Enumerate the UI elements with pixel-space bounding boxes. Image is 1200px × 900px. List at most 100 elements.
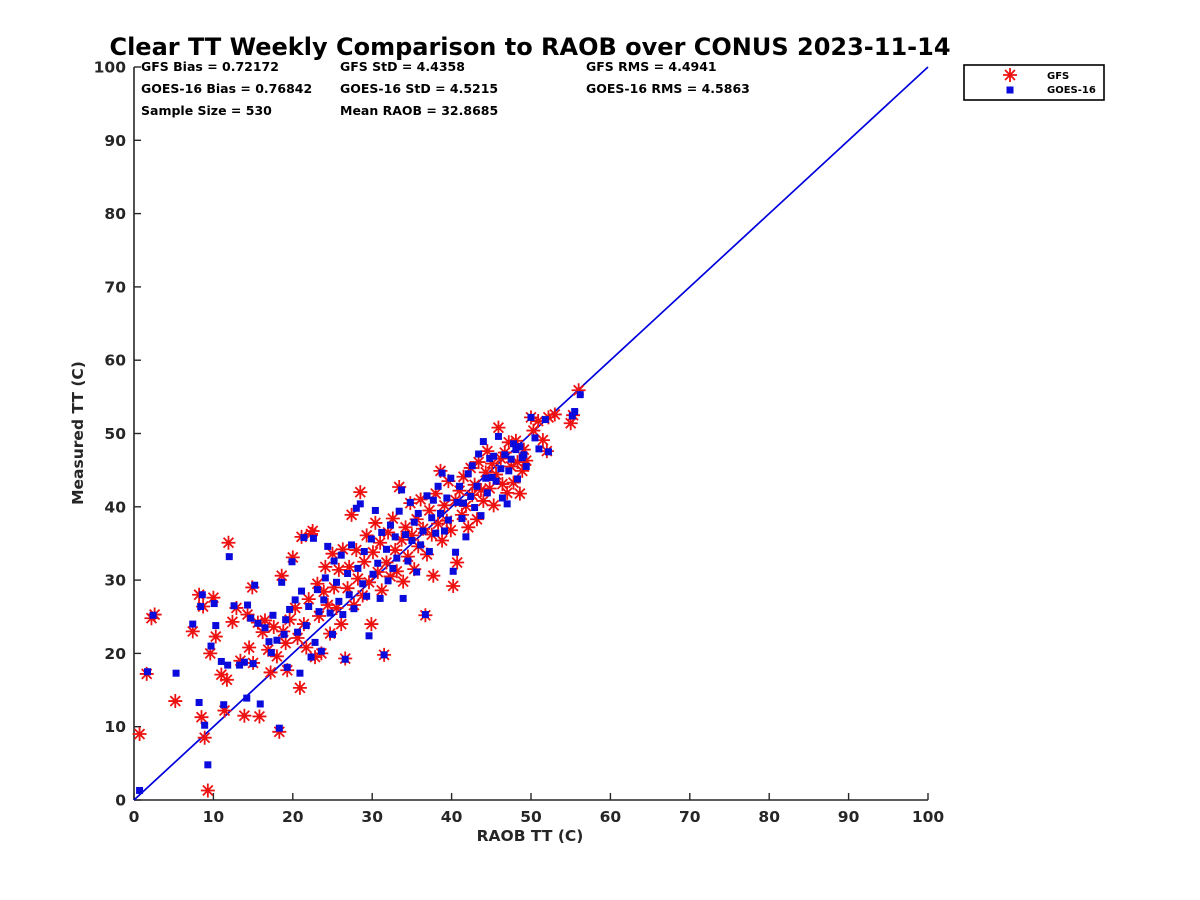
gfs-point-shape bbox=[446, 578, 461, 593]
gfs-point-shape bbox=[349, 543, 364, 558]
goes16-point bbox=[421, 611, 429, 619]
gfs-point-shape bbox=[290, 631, 305, 646]
gfs-point bbox=[272, 724, 287, 739]
gfs-point-shape bbox=[413, 492, 428, 507]
goes16-point bbox=[307, 653, 315, 661]
gfs-point bbox=[310, 576, 325, 591]
gfs-point bbox=[342, 559, 357, 574]
goes16-point bbox=[443, 494, 451, 502]
goes16-point bbox=[468, 462, 476, 470]
gfs-point-shape bbox=[221, 535, 236, 550]
gfs-point bbox=[344, 507, 359, 522]
gfs-point bbox=[435, 533, 450, 548]
goes16-point bbox=[363, 592, 371, 600]
gfs-point-shape bbox=[491, 420, 506, 435]
gfs-point bbox=[493, 451, 508, 466]
gfs-point bbox=[320, 598, 335, 613]
goes16-point bbox=[321, 574, 329, 582]
gfs-point bbox=[299, 640, 314, 655]
goes16-point bbox=[576, 391, 584, 399]
gfs-point bbox=[379, 555, 394, 570]
gfs-point bbox=[563, 416, 578, 431]
stat-goes-rms: GOES-16 RMS = 4.5863 bbox=[586, 81, 750, 96]
goes16-point bbox=[354, 564, 362, 572]
gfs-point-shape bbox=[318, 559, 333, 574]
gfs-point bbox=[263, 665, 278, 680]
gfs-point bbox=[240, 607, 255, 622]
goes16-point bbox=[490, 452, 498, 460]
goes16-point bbox=[359, 580, 367, 588]
gfs-point-shape bbox=[519, 453, 534, 468]
goes16-point bbox=[172, 669, 180, 677]
gfs-point-shape bbox=[335, 542, 350, 557]
stat-goes-bias: GOES-16 Bias = 0.76842 bbox=[141, 81, 312, 96]
goes16-point bbox=[207, 642, 215, 650]
goes16-point bbox=[265, 638, 273, 646]
goes16-point bbox=[464, 470, 472, 478]
goes16-point bbox=[309, 534, 317, 542]
gfs-point-shape bbox=[344, 507, 359, 522]
legend-goes16-label: GOES-16 bbox=[1047, 85, 1096, 96]
gfs-point-shape bbox=[500, 485, 515, 500]
legend-box bbox=[963, 64, 1105, 101]
legend: GFS GOES-16 bbox=[963, 64, 1105, 101]
gfs-point-shape bbox=[454, 507, 469, 522]
goes16-point bbox=[531, 434, 539, 442]
goes16-point bbox=[367, 535, 375, 543]
goes16-point bbox=[286, 605, 294, 613]
gfs-point-shape bbox=[396, 574, 411, 589]
gfs-point bbox=[357, 554, 372, 569]
goes16-point bbox=[356, 500, 364, 508]
gfs-point-shape bbox=[398, 520, 413, 535]
gfs-point-shape bbox=[258, 613, 273, 628]
goes16-point bbox=[494, 432, 502, 440]
goes16-point bbox=[339, 611, 347, 619]
gfs-point bbox=[340, 581, 355, 596]
goes16-point bbox=[544, 448, 552, 456]
gfs-point-shape bbox=[471, 455, 486, 470]
gfs-point-shape bbox=[240, 607, 255, 622]
gfs-point-shape bbox=[482, 481, 497, 496]
gfs-point-shape bbox=[547, 407, 562, 422]
goes16-point bbox=[195, 699, 203, 707]
gfs-point bbox=[519, 453, 534, 468]
goes16-point bbox=[283, 663, 291, 671]
gfs-point bbox=[242, 640, 257, 655]
gfs-point bbox=[510, 455, 525, 470]
x-axis-label: RAOB TT (C) bbox=[477, 827, 584, 845]
gfs-point-shape bbox=[197, 730, 212, 745]
goes16-point bbox=[204, 761, 212, 769]
goes16-point bbox=[324, 542, 332, 550]
gfs-point-shape bbox=[563, 416, 578, 431]
data-points bbox=[132, 383, 586, 798]
goes16-point bbox=[249, 660, 257, 668]
goes16-point bbox=[452, 548, 460, 556]
goes16-point bbox=[444, 516, 452, 524]
gfs-point bbox=[290, 631, 305, 646]
goes16-point bbox=[462, 533, 470, 541]
gfs-point-shape bbox=[357, 554, 372, 569]
goes16-point bbox=[417, 541, 425, 549]
goes16-point bbox=[398, 486, 406, 494]
y-tick-label: 20 bbox=[104, 645, 126, 663]
gfs-point-shape bbox=[364, 617, 379, 632]
gfs-point-shape bbox=[478, 465, 493, 480]
y-tick-label: 30 bbox=[104, 572, 126, 590]
gfs-point-shape bbox=[278, 636, 293, 651]
gfs-point bbox=[353, 485, 368, 500]
gfs-point bbox=[398, 520, 413, 535]
gfs-point-shape bbox=[379, 555, 394, 570]
gfs-point bbox=[329, 600, 344, 615]
gfs-point-shape bbox=[334, 617, 349, 632]
goes16-point bbox=[348, 541, 356, 549]
gfs-point-shape bbox=[424, 527, 439, 542]
gfs-point bbox=[547, 407, 562, 422]
goes16-point bbox=[337, 551, 345, 559]
gfs-point bbox=[381, 525, 396, 540]
gfs-point-shape bbox=[374, 583, 389, 598]
gfs-point-shape bbox=[359, 528, 374, 543]
goes16-point bbox=[256, 700, 264, 708]
gfs-point bbox=[219, 672, 234, 687]
gfs-point-shape bbox=[404, 528, 419, 543]
gfs-point bbox=[368, 515, 383, 530]
